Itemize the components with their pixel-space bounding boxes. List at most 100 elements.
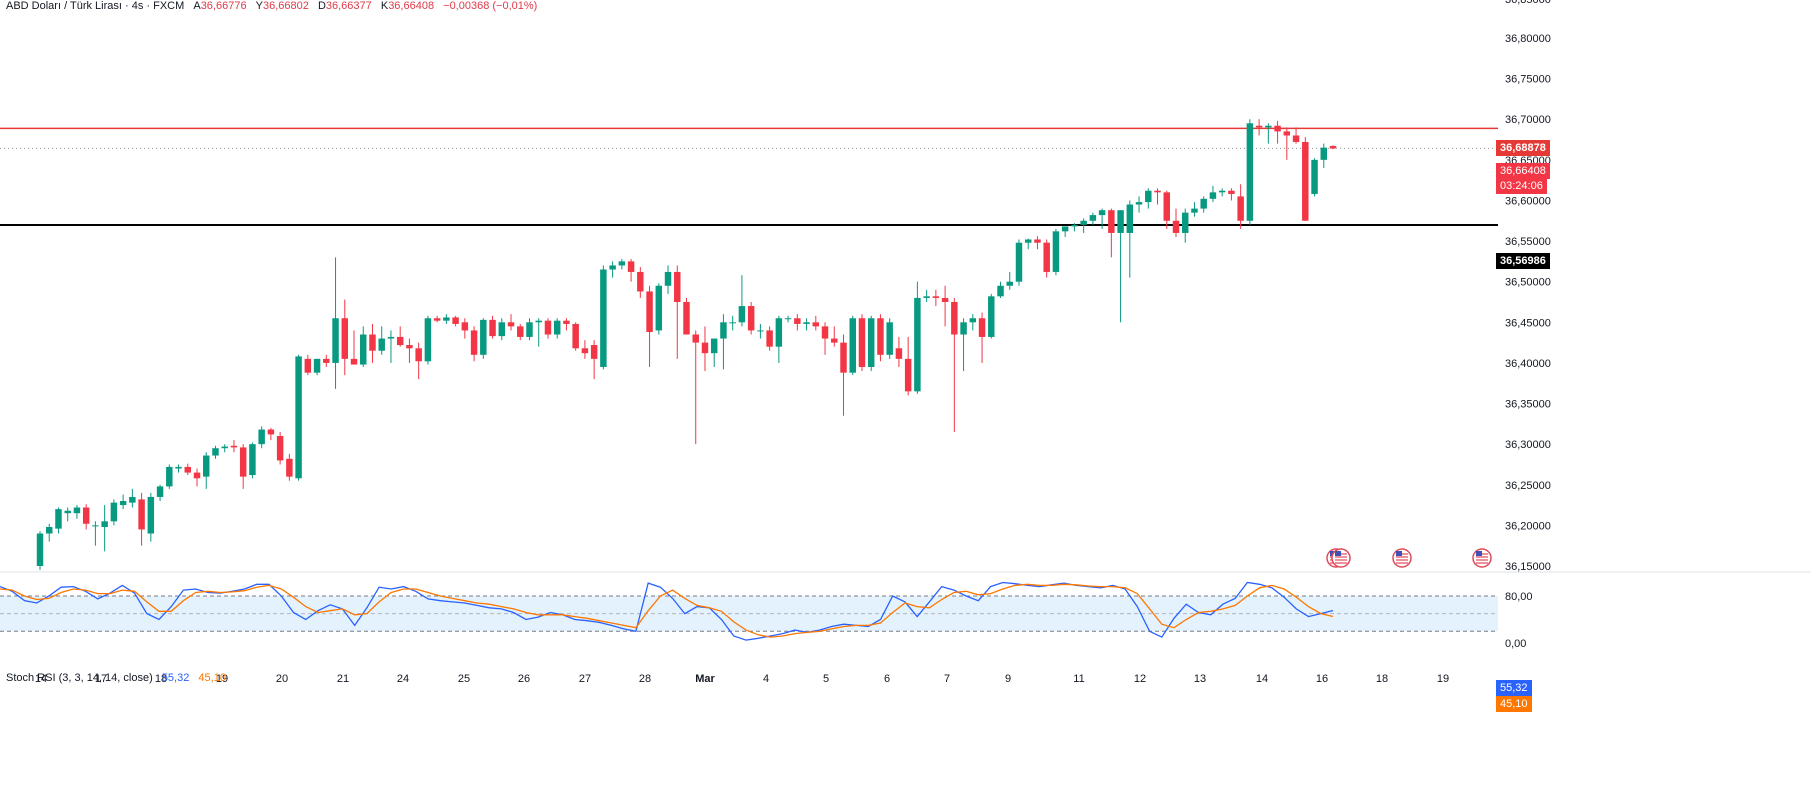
x-tick-label: 17 <box>95 673 107 685</box>
candle-body <box>1043 242 1050 272</box>
candle-body <box>600 269 607 367</box>
support-price-tag: 36,56986 <box>1496 253 1550 269</box>
candle-body <box>1311 159 1318 194</box>
candle-body <box>1200 198 1207 209</box>
candle-body <box>341 318 349 359</box>
candle-body <box>932 296 940 298</box>
candle-body <box>369 334 376 351</box>
candle-body <box>1052 231 1060 272</box>
candle-body <box>914 297 921 392</box>
candle-body <box>286 458 293 477</box>
candle-body <box>1228 190 1235 194</box>
candle-body <box>1108 210 1115 233</box>
candle-body <box>443 317 450 321</box>
candle-body <box>803 322 810 324</box>
y-tick-label: 36,40000 <box>1505 358 1551 370</box>
candle-body <box>794 318 801 324</box>
y-tick-label: 36,15000 <box>1505 561 1551 573</box>
candle-body <box>1098 210 1106 216</box>
stoch-rsi-pane: 80,00 0,00 <box>0 571 1811 650</box>
stoch-d-value: 45,10 <box>198 672 226 684</box>
candle-body <box>941 297 949 302</box>
symbol-title[interactable]: ABD Doları / Türk Lirası · 4s · FXCM <box>6 0 185 12</box>
candle-body <box>92 525 99 527</box>
candle-body <box>46 527 53 534</box>
candle-body <box>1191 208 1198 213</box>
close-value: 36,66408 <box>388 0 435 12</box>
x-tick-label: 20 <box>276 673 288 685</box>
candle-body <box>951 302 958 335</box>
candle-body <box>784 318 792 320</box>
candle-body <box>775 318 783 347</box>
x-tick-label: 26 <box>518 673 530 685</box>
y-tick-label: 36,80000 <box>1505 33 1551 45</box>
candle-body <box>1117 210 1124 233</box>
countdown-timer: 03:24:06 <box>1496 178 1547 194</box>
candle-body <box>175 466 182 469</box>
candle-body <box>637 271 644 292</box>
x-tick-label: 16 <box>1316 673 1328 685</box>
candle-body <box>1320 147 1327 160</box>
candle-body <box>692 334 699 343</box>
high-label: Y <box>255 0 263 12</box>
candle-body <box>720 322 727 339</box>
candle-body <box>212 448 219 456</box>
stoch-d-tag: 45,10 <box>1496 696 1532 712</box>
candle-body <box>1024 239 1032 243</box>
candle-body <box>867 318 875 367</box>
candle-body <box>729 322 736 324</box>
candle-body <box>313 358 321 373</box>
candle-body <box>276 436 284 461</box>
candle-body <box>877 318 884 355</box>
candlestick-series[interactable] <box>36 119 1337 571</box>
y-tick-label: 36,85000 <box>1505 0 1551 6</box>
candle-body <box>1265 125 1272 128</box>
low-value: 36,66377 <box>325 0 372 12</box>
x-tick-label: 11 <box>1073 673 1084 685</box>
candle-body <box>239 447 247 477</box>
candle-body <box>766 330 773 347</box>
candle-body <box>572 323 579 349</box>
candle-body <box>184 466 192 473</box>
candle-body <box>997 285 1004 297</box>
x-tick-label: 4 <box>763 673 769 685</box>
candle-body <box>895 348 903 359</box>
candle-body <box>738 306 746 323</box>
stoch-d-line <box>0 583 1334 638</box>
high-value: 36,66802 <box>262 0 309 12</box>
x-tick-label: 19 <box>1437 673 1449 685</box>
resistance-price-tag: 36,68878 <box>1496 140 1550 156</box>
candle-body <box>203 455 210 477</box>
candle-body <box>1329 146 1337 149</box>
candle-body <box>304 358 312 373</box>
x-tick-label: 6 <box>884 673 890 685</box>
candle-body <box>360 334 367 365</box>
candle-body <box>553 320 561 335</box>
x-tick-label: 14 <box>35 673 47 685</box>
flag-canton <box>1476 551 1482 556</box>
y-tick-label: 36,45000 <box>1505 317 1551 329</box>
x-tick-label: 9 <box>1005 673 1011 685</box>
candle-body <box>1080 220 1087 225</box>
candle-body <box>969 318 977 323</box>
candle-body <box>646 291 653 333</box>
candle-body <box>544 320 552 335</box>
candle-body <box>590 345 598 359</box>
x-tick-label: 21 <box>337 673 349 685</box>
candle-body <box>415 348 422 362</box>
candle-body <box>821 326 829 339</box>
candle-body <box>73 507 81 514</box>
y-tick-label: 36,75000 <box>1505 74 1551 86</box>
x-tick-label: 5 <box>823 673 829 685</box>
candle-body <box>1246 123 1254 221</box>
candle-body <box>923 296 930 298</box>
candle-body <box>147 496 155 534</box>
stoch-rsi-title[interactable]: Stoch RSI (3, 3, 14, 14, close) <box>6 672 153 684</box>
candle-body <box>461 322 469 331</box>
x-tick-label: 7 <box>944 673 950 685</box>
candle-body <box>424 318 432 362</box>
flag-canton <box>1396 551 1402 556</box>
stoch-rsi-legend: Stoch RSI (3, 3, 14, 14, close) 55,32 45… <box>6 672 226 684</box>
candle-body <box>138 499 145 530</box>
candle-body <box>831 338 838 343</box>
